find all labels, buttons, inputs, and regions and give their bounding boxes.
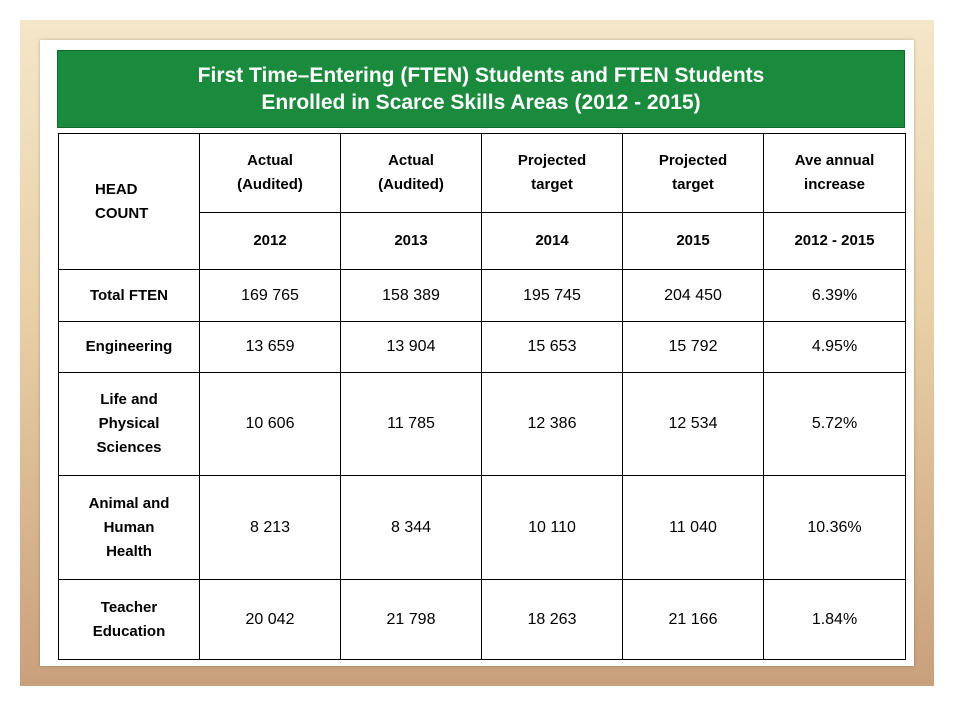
ften-table: HEAD COUNT Actual (Audited) Actual (Audi… xyxy=(58,133,906,660)
value-cell: 10 110 xyxy=(481,475,623,580)
column-header-line-1: Actual xyxy=(247,152,293,169)
row-label-line: Health xyxy=(106,542,152,560)
table-row: Total FTEN 169 765 158 389 195 745 204 4… xyxy=(58,269,906,322)
value-cell: 8 344 xyxy=(340,475,482,580)
column-header-line-1: Ave annual xyxy=(794,152,875,169)
period-row: 2012 2013 2014 2015 2012 - 2015 xyxy=(59,212,906,270)
table-row: Engineering 13 659 13 904 15 653 15 792 … xyxy=(58,321,906,373)
value-cell: 204 450 xyxy=(622,269,764,322)
value-cell: 13 659 xyxy=(199,321,341,373)
period-cell: 2012 xyxy=(199,212,341,270)
value-cell: 1.84% xyxy=(763,579,906,660)
row-label-line: Engineering xyxy=(85,338,173,355)
row-label-line: Teacher xyxy=(100,598,158,616)
head-count-header: HEAD COUNT xyxy=(58,133,200,270)
value-cell: 21 798 xyxy=(340,579,482,660)
head-count-label-2: COUNT xyxy=(95,204,149,222)
value-cell: 11 785 xyxy=(340,372,482,476)
value-cell: 12 534 xyxy=(622,372,764,476)
column-header-line-2: increase xyxy=(804,176,865,193)
column-header: Projected target xyxy=(481,133,623,213)
value-cell: 8 213 xyxy=(199,475,341,580)
value-cell: 12 386 xyxy=(481,372,623,476)
column-header: Actual (Audited) xyxy=(199,133,341,213)
value-cell: 21 166 xyxy=(622,579,764,660)
column-header: Ave annual increase xyxy=(763,133,906,213)
value-cell: 10 606 xyxy=(199,372,341,476)
column-header-line-2: target xyxy=(531,176,573,193)
period-cell: 2012 - 2015 xyxy=(763,212,906,270)
value-cell: 11 040 xyxy=(622,475,764,580)
value-cell: 10.36% xyxy=(763,475,906,580)
row-label: Teacher Education xyxy=(58,579,200,660)
value-cell: 195 745 xyxy=(481,269,623,322)
row-label: Animal and Human Health xyxy=(58,475,200,580)
column-header: Projected target xyxy=(622,133,764,213)
table-row: Life and Physical Sciences 10 606 11 785… xyxy=(58,372,906,476)
row-label-line: Sciences xyxy=(96,439,162,456)
period-cell: 2014 xyxy=(481,212,623,270)
head-count-label-1: HEAD xyxy=(95,180,138,198)
title-line-2: Enrolled in Scarce Skills Areas (2012 - … xyxy=(261,91,701,114)
value-cell: 15 653 xyxy=(481,321,623,373)
row-label: Total FTEN xyxy=(58,269,200,322)
row-label: Life and Physical Sciences xyxy=(58,372,200,476)
column-header-line-2: (Audited) xyxy=(378,176,444,193)
value-cell: 13 904 xyxy=(340,321,482,373)
header-row: HEAD COUNT Actual (Audited) Actual (Audi… xyxy=(58,133,906,270)
table-row: Animal and Human Health 8 213 8 344 10 1… xyxy=(58,475,906,580)
title-line-1: First Time–Entering (FTEN) Students and … xyxy=(197,64,765,87)
value-cell: 6.39% xyxy=(763,269,906,322)
column-header-line-2: target xyxy=(672,176,714,193)
row-label-line: Physical xyxy=(98,415,160,432)
row-label-line: Total FTEN xyxy=(89,286,169,304)
value-cell: 20 042 xyxy=(199,579,341,660)
value-cell: 169 765 xyxy=(199,269,341,322)
column-header-line-1: Projected xyxy=(517,152,587,169)
title-banner: First Time–Entering (FTEN) Students and … xyxy=(57,50,905,128)
column-header-line-1: Actual xyxy=(388,152,434,169)
value-cell: 5.72% xyxy=(763,372,906,476)
value-cell: 158 389 xyxy=(340,269,482,322)
value-cell: 15 792 xyxy=(622,321,764,373)
value-cell: 18 263 xyxy=(481,579,623,660)
period-cell: 2013 xyxy=(340,212,482,270)
row-label-line: Education xyxy=(92,622,166,640)
value-cell: 4.95% xyxy=(763,321,906,373)
column-header: Actual (Audited) xyxy=(340,133,482,213)
row-label: Engineering xyxy=(58,321,200,373)
column-header-line-2: (Audited) xyxy=(237,176,303,193)
row-label-line: Life and xyxy=(100,391,158,408)
row-label-line: Animal and xyxy=(88,494,170,512)
table-row: Teacher Education 20 042 21 798 18 263 2… xyxy=(58,579,906,660)
column-header-line-1: Projected xyxy=(658,152,728,169)
period-cell: 2015 xyxy=(622,212,764,270)
row-label-line: Human xyxy=(103,518,155,536)
